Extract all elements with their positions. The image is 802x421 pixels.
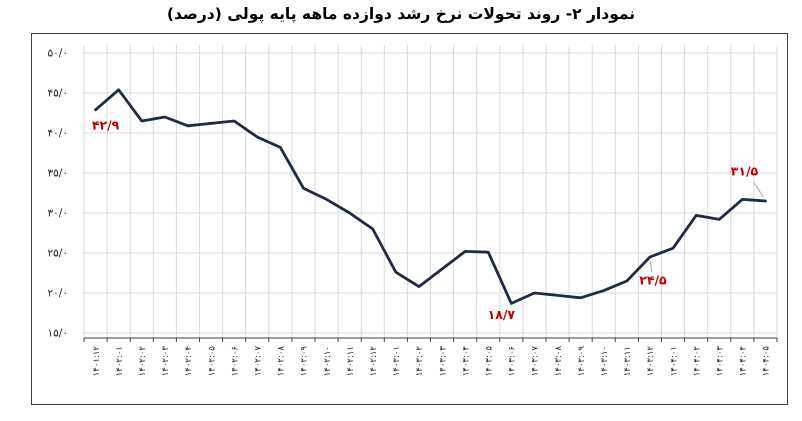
svg-text:۱۴۰۳:۱۱: ۱۴۰۳:۱۱ xyxy=(623,346,633,376)
svg-text:۱۴۰۳:۰۵: ۱۴۰۳:۰۵ xyxy=(484,346,494,377)
svg-text:۱۴۰۲:۰۹: ۱۴۰۲:۰۹ xyxy=(300,346,310,377)
x-tick-labels: ۱۴۰۱:۱۲ ۱۴۰۲:۰۱ ۱۴۰۲:۰۲ ۱۴۰۲:۰۳ ۱۴۰۲:۰۴ ۱۴۰۲:… xyxy=(92,346,772,377)
svg-text:۲۵/۰: ۲۵/۰ xyxy=(48,248,68,260)
svg-text:۱۴۰۲:۰۴: ۱۴۰۲:۰۴ xyxy=(184,346,194,376)
svg-text:۲۰/۰: ۲۰/۰ xyxy=(48,288,68,300)
svg-text:۱۴۰۲:۰۶: ۱۴۰۲:۰۶ xyxy=(230,346,240,376)
horizontal-gridlines xyxy=(84,52,777,334)
svg-text:۴۵/۰: ۴۵/۰ xyxy=(48,88,68,100)
svg-text:۱۴۰۳:۰۳: ۱۴۰۳:۰۳ xyxy=(438,346,448,377)
svg-text:۱۴۰۱:۱۲: ۱۴۰۱:۱۲ xyxy=(92,346,102,377)
svg-text:۱۴۰۴:۰۳: ۱۴۰۴:۰۳ xyxy=(715,346,725,377)
svg-text:۱۴۰۳:۱۰: ۱۴۰۳:۱۰ xyxy=(600,346,610,376)
svg-text:۴۲/۹: ۴۲/۹ xyxy=(92,117,120,132)
svg-text:۱۴۰۴:۰۵: ۱۴۰۴:۰۵ xyxy=(762,346,772,377)
svg-text:۲۴/۵: ۲۴/۵ xyxy=(639,273,667,288)
svg-text:۱۴۰۲:۱۱: ۱۴۰۲:۱۱ xyxy=(346,346,356,376)
svg-text:۱۴۰۳:۰۶: ۱۴۰۳:۰۶ xyxy=(508,346,518,376)
data-annotations: ۴۲/۹ ۱۸/۷ ۲۴/۵ ۳۱/۵ xyxy=(92,117,764,322)
svg-text:۱۴۰۳:۱۲: ۱۴۰۳:۱۲ xyxy=(646,346,656,377)
svg-text:۱۴۰۲:۰۲: ۱۴۰۲:۰۲ xyxy=(138,346,148,377)
svg-text:۱۴۰۳:۰۹: ۱۴۰۳:۰۹ xyxy=(577,346,587,377)
svg-text:۱۴۰۲:۰۸: ۱۴۰۲:۰۸ xyxy=(277,346,287,377)
svg-text:۱۴۰۲:۱۲: ۱۴۰۲:۱۲ xyxy=(369,346,379,377)
chart-title: نمودار ۲- روند تحولات نرخ رشد دوازده ماه… xyxy=(166,5,636,23)
svg-text:۱۴۰۲:۱۰: ۱۴۰۲:۱۰ xyxy=(323,346,333,376)
svg-text:۱۴۰۳:۰۲: ۱۴۰۳:۰۲ xyxy=(415,346,425,377)
svg-text:۱۴۰۲:۰۵: ۱۴۰۲:۰۵ xyxy=(207,346,217,377)
svg-text:۳۰/۰: ۳۰/۰ xyxy=(48,208,68,220)
svg-text:۱۵/۰: ۱۵/۰ xyxy=(48,328,68,340)
svg-text:۱۴۰۴:۰۱: ۱۴۰۴:۰۱ xyxy=(669,346,679,376)
svg-text:۳۱/۵: ۳۱/۵ xyxy=(731,164,759,179)
svg-text:۱۴۰۳:۰۷: ۱۴۰۳:۰۷ xyxy=(531,346,541,377)
x-axis xyxy=(83,337,778,342)
data-series-line xyxy=(94,88,767,305)
svg-text:۱۴۰۲:۰۳: ۱۴۰۲:۰۳ xyxy=(161,346,171,377)
svg-text:۱۴۰۴:۰۴: ۱۴۰۴:۰۴ xyxy=(739,346,749,376)
svg-text:۱۸/۷: ۱۸/۷ xyxy=(488,307,516,322)
svg-text:۱۴۰۴:۰۲: ۱۴۰۴:۰۲ xyxy=(692,346,702,377)
svg-text:۱۴۰۳:۰۸: ۱۴۰۳:۰۸ xyxy=(554,346,564,377)
vertical-gridlines xyxy=(83,45,778,338)
chart-plot-box: ۵۰/۰ ۴۵/۰ ۴۰/۰ ۳۵/۰ ۳۰/۰ ۲۵/۰ ۲۰/۰ ۱۵/۰ ۱۴۰۱:۱۲ ۱… xyxy=(31,33,788,405)
y-tick-labels: ۵۰/۰ ۴۵/۰ ۴۰/۰ ۳۵/۰ ۳۰/۰ ۲۵/۰ ۲۰/۰ ۱۵/۰ xyxy=(48,48,68,340)
svg-text:۵۰/۰: ۵۰/۰ xyxy=(48,48,68,60)
svg-text:۱۴۰۲:۰۱: ۱۴۰۲:۰۱ xyxy=(115,346,125,376)
svg-text:۱۴۰۳:۰۱: ۱۴۰۳:۰۱ xyxy=(392,346,402,376)
svg-text:۱۴۰۳:۰۴: ۱۴۰۳:۰۴ xyxy=(461,346,471,376)
svg-text:۱۴۰۲:۰۷: ۱۴۰۲:۰۷ xyxy=(253,346,263,377)
svg-text:۴۰/۰: ۴۰/۰ xyxy=(48,128,68,140)
svg-text:۳۵/۰: ۳۵/۰ xyxy=(48,168,68,180)
